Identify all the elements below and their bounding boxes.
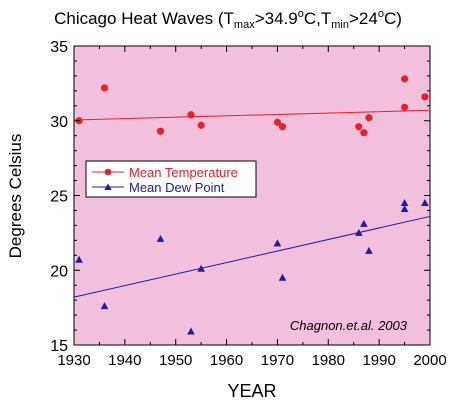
point-dewpoint: [273, 239, 282, 247]
y-tick-label: 30: [50, 114, 68, 131]
x-axis-label: YEAR: [227, 381, 276, 401]
point-temperature: [355, 123, 363, 131]
point-temperature: [400, 75, 409, 83]
chart-title-sub-min: min: [331, 19, 349, 31]
point-temperature: [360, 129, 368, 137]
point-dewpoint: [156, 234, 165, 242]
chart-title-sub-max: max: [233, 19, 255, 31]
point-temperature: [365, 114, 373, 122]
chart-title-degree: o: [297, 8, 304, 20]
chart-title-part: >34.9: [254, 9, 298, 28]
point-dewpoint: [278, 273, 287, 281]
y-tick-label: 25: [50, 189, 68, 206]
citation-annotation: Chagnon.et.al. 2003: [290, 318, 408, 333]
trend-lines: [73, 109, 431, 298]
point-dewpoint: [100, 302, 109, 310]
point-temperature: [100, 84, 109, 92]
trend-line-temperature: [73, 109, 431, 121]
axis-ticks: 1930 1940 1950 1960 1970 1980 1990 2000 15 20 25 30…: [50, 39, 446, 369]
chart-title-degree: o: [377, 8, 384, 20]
legend-marker-dewpoint: [104, 183, 112, 190]
chart-title-part: >24: [348, 9, 378, 28]
point-temperature: [156, 127, 165, 135]
legend-box: [85, 160, 257, 198]
chart-title-part: Chicago Heat Waves (T: [54, 9, 234, 28]
point-dewpoint: [197, 264, 205, 272]
point-dewpoint: [75, 255, 83, 263]
x-tick-label: 1960: [210, 352, 243, 369]
x-tick-label: 1950: [159, 352, 192, 369]
point-temperature: [421, 93, 429, 101]
x-tick-label: 1970: [261, 352, 294, 369]
point-dewpoint: [365, 246, 373, 254]
point-temperature: [400, 103, 409, 111]
x-tick-label: 1980: [312, 352, 345, 369]
legend: Mean Temperature Mean Dew Point: [85, 160, 257, 198]
trend-line-dewpoint: [73, 215, 431, 298]
point-dewpoint: [400, 198, 409, 206]
legend-label-dewpoint: Mean Dew Point: [129, 180, 225, 195]
point-dewpoint: [360, 219, 368, 227]
y-tick-label: 35: [50, 39, 68, 56]
chart-title-part: C): [383, 9, 402, 28]
point-temperature: [187, 111, 195, 119]
y-tick-label: 20: [50, 263, 68, 280]
legend-label-temperature: Mean Temperature: [129, 165, 238, 180]
point-dewpoint: [400, 204, 409, 212]
chart-title: Chicago Heat Waves (Tmax>34.9oC,Tmin>24o…: [0, 8, 456, 31]
point-dewpoint: [355, 228, 363, 236]
point-temperature: [273, 118, 282, 126]
legend-marker-temperature: [104, 168, 112, 176]
point-temperature: [197, 121, 205, 129]
data-points: [75, 75, 429, 335]
point-temperature: [278, 123, 287, 131]
x-tick-label: 1990: [362, 352, 395, 369]
y-tick-label: 15: [50, 338, 68, 355]
point-dewpoint: [187, 327, 195, 335]
x-tick-label: 2000: [413, 352, 446, 369]
x-tick-label: 1930: [57, 352, 90, 369]
x-tick-label: 1940: [108, 352, 141, 369]
chart-title-part: C,T: [303, 9, 332, 28]
point-dewpoint: [421, 198, 429, 206]
y-axis-label: Degrees Celsius: [6, 134, 25, 259]
